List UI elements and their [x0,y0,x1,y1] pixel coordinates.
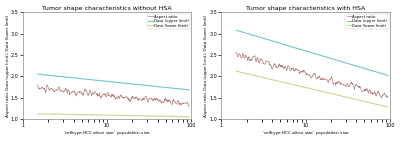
Legend: Aspect ratio, Data (upper limit), Data (lower limit): Aspect ratio, Data (upper limit), Data (… [147,13,190,29]
Aspect ratio [234,51,239,53]
Legend: Aspect ratio, Data (upper limit), Data (lower limit): Aspect ratio, Data (upper limit), Data (… [346,13,388,29]
Aspect ratio [145,101,150,102]
Title: Tumor shape characteristics with HSA: Tumor shape characteristics with HSA [246,6,365,11]
Aspect ratio [344,86,348,88]
X-axis label: 'celltype.HCC$_\mathrm{without}$ size' population size: 'celltype.HCC$_\mathrm{without}$ size' p… [63,129,151,137]
Title: Tumor shape characteristics without HSA: Tumor shape characteristics without HSA [42,6,172,11]
Aspect ratio [85,94,90,95]
Y-axis label: Aspect ratio, Data (upper limit), Data (lower limit): Aspect ratio, Data (upper limit), Data (… [204,14,208,117]
Aspect ratio [386,97,390,99]
Aspect ratio [330,77,334,79]
Aspect ratio [131,98,136,100]
Aspect ratio [234,51,239,53]
Line: Aspect ratio: Aspect ratio [236,52,388,98]
Aspect ratio [187,105,192,106]
Aspect ratio [379,97,384,99]
Aspect ratio [186,105,191,107]
Aspect ratio [294,68,299,70]
Aspect ratio [344,84,349,86]
Aspect ratio [44,84,49,86]
Aspect ratio [284,68,288,69]
Aspect ratio [146,101,151,103]
Aspect ratio [35,84,40,86]
Line: Aspect ratio: Aspect ratio [38,85,189,106]
Aspect ratio [252,55,257,57]
Aspect ratio [54,89,59,90]
Aspect ratio [96,94,100,96]
X-axis label: 'celltype.HCC$_\mathrm{without}$ size' population size: 'celltype.HCC$_\mathrm{without}$ size' p… [262,129,350,137]
Y-axis label: Aspect ratio, Data (upper limit), Data (lower limit): Aspect ratio, Data (upper limit), Data (… [6,14,10,117]
